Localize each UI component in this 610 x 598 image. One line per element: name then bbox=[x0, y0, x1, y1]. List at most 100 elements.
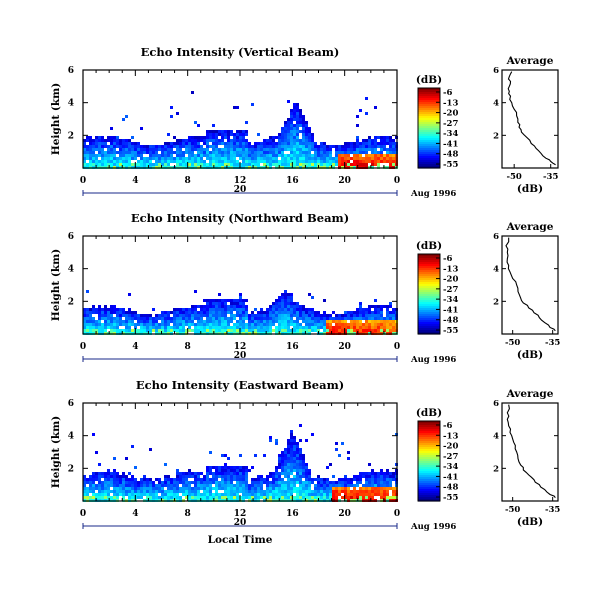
heatmap-cell bbox=[359, 493, 362, 496]
heatmap-cell bbox=[155, 145, 158, 148]
colorbar-segment bbox=[418, 98, 440, 101]
heatmap-cell bbox=[101, 329, 104, 332]
heatmap-cell bbox=[323, 154, 326, 157]
heatmap-cell bbox=[209, 472, 212, 475]
heatmap-cell bbox=[110, 157, 113, 160]
heatmap-cell bbox=[359, 490, 362, 493]
heatmap-cell bbox=[173, 490, 176, 493]
heatmap-cell bbox=[374, 151, 377, 154]
heatmap-cell bbox=[203, 314, 206, 317]
heatmap-cell bbox=[323, 323, 326, 326]
heatmap-cell bbox=[314, 493, 317, 496]
heatmap-cell bbox=[377, 314, 380, 317]
heatmap-cell bbox=[269, 329, 272, 332]
heatmap-cell bbox=[335, 157, 338, 160]
heatmap-cell bbox=[98, 484, 101, 487]
colorbar-segment bbox=[418, 328, 440, 331]
heatmap-cell bbox=[95, 154, 98, 157]
heatmap-cell bbox=[275, 299, 278, 302]
heatmap-cell bbox=[182, 163, 185, 166]
heatmap-cell bbox=[314, 326, 317, 329]
heatmap-cell bbox=[113, 151, 116, 154]
heatmap-cell bbox=[152, 481, 155, 484]
heatmap-cell bbox=[269, 148, 272, 151]
heatmap-cell bbox=[236, 133, 239, 136]
heatmap-cell bbox=[215, 320, 218, 323]
heatmap-cell bbox=[386, 329, 389, 332]
heatmap-cell bbox=[281, 311, 284, 314]
heatmap-cell bbox=[284, 299, 287, 302]
heatmap-cell bbox=[272, 136, 275, 139]
heatmap-cell bbox=[152, 308, 155, 311]
heatmap-cell bbox=[143, 160, 146, 163]
heatmap-cell bbox=[377, 157, 380, 160]
heatmap-cell bbox=[263, 329, 266, 332]
heatmap-cell bbox=[296, 463, 299, 466]
heatmap-cell bbox=[293, 302, 296, 305]
heatmap-cell bbox=[266, 484, 269, 487]
colorbar-segment bbox=[418, 116, 440, 119]
heatmap-cell bbox=[302, 154, 305, 157]
heatmap-cell bbox=[212, 302, 215, 305]
heatmap-cell bbox=[302, 305, 305, 308]
heatmap-cell bbox=[266, 481, 269, 484]
heatmap-cell bbox=[290, 463, 293, 466]
heatmap-cell bbox=[191, 475, 194, 478]
heatmap-cell bbox=[227, 305, 230, 308]
heatmap-cell bbox=[260, 496, 263, 499]
heatmap-cell bbox=[359, 163, 362, 166]
heatmap-cell bbox=[299, 472, 302, 475]
heatmap-cell bbox=[299, 448, 302, 451]
heatmap-cell bbox=[230, 466, 233, 469]
heatmap-cell bbox=[143, 157, 146, 160]
heatmap-cell bbox=[83, 490, 86, 493]
heatmap-cell bbox=[287, 451, 290, 454]
heatmap-cell bbox=[284, 469, 287, 472]
heatmap-cell bbox=[257, 314, 260, 317]
heatmap-cell bbox=[254, 326, 257, 329]
heatmap-cell bbox=[119, 311, 122, 314]
heatmap-cell bbox=[371, 139, 374, 142]
heatmap-cell bbox=[242, 130, 245, 133]
heatmap-cell bbox=[170, 142, 173, 145]
heatmap-cell bbox=[284, 148, 287, 151]
heatmap-cell bbox=[350, 145, 353, 148]
heatmap-cell bbox=[188, 163, 191, 166]
heatmap-cell bbox=[365, 311, 368, 314]
heatmap-cell bbox=[368, 314, 371, 317]
heatmap-cell bbox=[341, 320, 344, 323]
heatmap-cell bbox=[86, 157, 89, 160]
heatmap-cell bbox=[140, 160, 143, 163]
heatmap-cell bbox=[209, 329, 212, 332]
heatmap-cell bbox=[164, 314, 167, 317]
heatmap-cell bbox=[95, 148, 98, 151]
heatmap-cell bbox=[83, 496, 86, 499]
heatmap-cell bbox=[269, 496, 272, 499]
heatmap-cell bbox=[242, 466, 245, 469]
heatmap-cell bbox=[347, 484, 350, 487]
heatmap-cell bbox=[179, 478, 182, 481]
heatmap-cell bbox=[353, 163, 356, 166]
date-suffix-label: Aug 1996 bbox=[410, 189, 456, 199]
heatmap-cell bbox=[83, 163, 86, 166]
heatmap-cell bbox=[242, 481, 245, 484]
heatmap-cell bbox=[374, 481, 377, 484]
heatmap-cell bbox=[200, 329, 203, 332]
heatmap-cell bbox=[221, 329, 224, 332]
heatmap-cell bbox=[194, 490, 197, 493]
heatmap-cell bbox=[152, 163, 155, 166]
heatmap-cell bbox=[287, 311, 290, 314]
heatmap-cell bbox=[185, 142, 188, 145]
heatmap-cell bbox=[86, 314, 89, 317]
heatmap-cell bbox=[386, 317, 389, 320]
heatmap-cell bbox=[119, 481, 122, 484]
heatmap-cell bbox=[86, 487, 89, 490]
heatmap-cell bbox=[179, 329, 182, 332]
heatmap-cell bbox=[83, 314, 86, 317]
heatmap-cell bbox=[281, 136, 284, 139]
heatmap-cell bbox=[221, 466, 224, 469]
heatmap-cell bbox=[344, 481, 347, 484]
heatmap-cell bbox=[284, 145, 287, 148]
heatmap-cell bbox=[269, 163, 272, 166]
heatmap-cell bbox=[290, 320, 293, 323]
